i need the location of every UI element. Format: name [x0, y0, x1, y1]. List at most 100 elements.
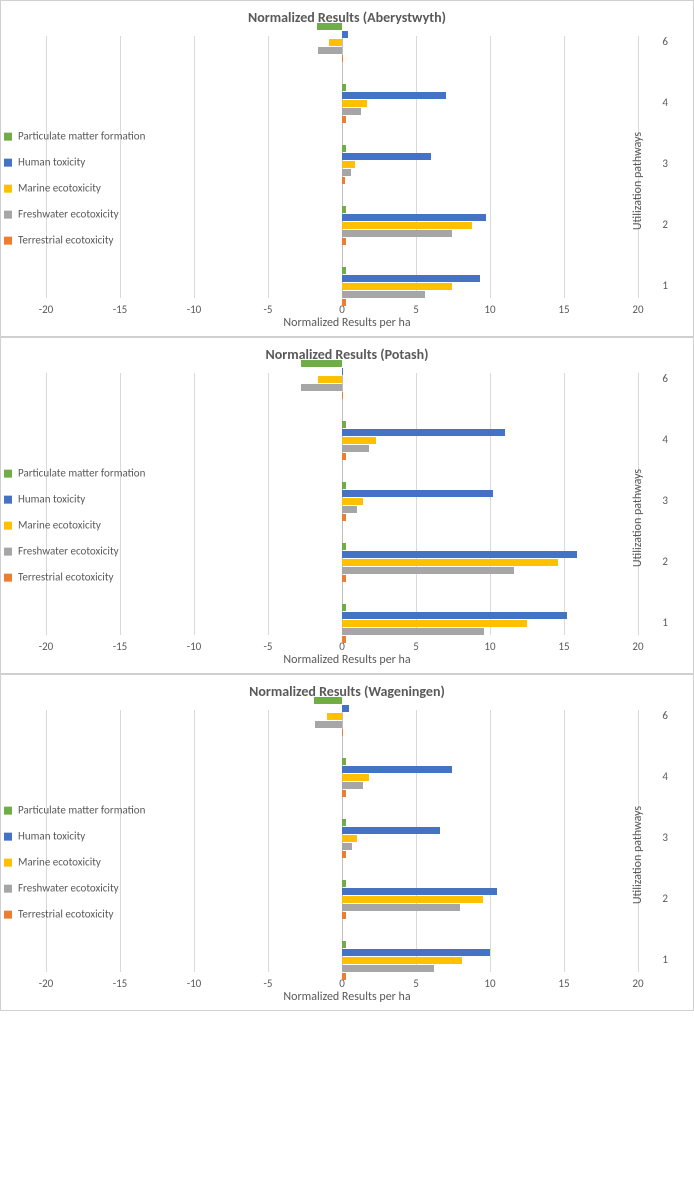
legend: Particulate matter formationHuman toxici… [4, 791, 145, 934]
bar-ht [342, 490, 493, 497]
legend-swatch [4, 495, 12, 503]
x-axis-label: Normalized Results per ha [283, 653, 410, 667]
bar-pm [342, 758, 346, 765]
legend-swatch [4, 469, 12, 477]
bar-fe [342, 230, 452, 237]
x-tick-label: -15 [113, 303, 128, 316]
y-axis-label: Utilization pathways [631, 132, 645, 230]
x-tick-label: -15 [113, 640, 128, 653]
bar-pm [342, 941, 346, 948]
bar-te [342, 299, 346, 306]
pathway-label: 2 [662, 555, 668, 568]
bar-pm [342, 482, 346, 489]
bar-fe [342, 904, 460, 911]
x-tick-label: 20 [632, 303, 643, 316]
legend-label: Human toxicity [18, 830, 85, 843]
gridline [268, 36, 269, 298]
gridline [564, 36, 565, 298]
bar-fe [342, 782, 363, 789]
chart-title: Normalized Results (Wageningen) [1, 675, 693, 700]
legend-swatch [4, 132, 12, 140]
bar-fe [342, 506, 357, 513]
legend-swatch [4, 806, 12, 814]
legend-swatch [4, 884, 12, 892]
bar-me [342, 222, 472, 229]
bar-fe [342, 169, 351, 176]
bar-te [342, 177, 345, 184]
bar-te [342, 575, 346, 582]
bar-ht [342, 429, 505, 436]
legend-item: Particulate matter formation [4, 467, 145, 480]
pathway-label: 1 [662, 953, 668, 966]
legend-item: Human toxicity [4, 830, 145, 843]
y-axis-label: Utilization pathways [631, 806, 645, 904]
bar-fe [318, 47, 342, 54]
bar-fe [342, 628, 484, 635]
legend-swatch [4, 832, 12, 840]
bar-pm [342, 543, 346, 550]
chart-title: Normalized Results (Aberystwyth) [1, 1, 693, 26]
bar-fe [342, 843, 352, 850]
legend-swatch [4, 858, 12, 866]
pathway-label: 4 [662, 770, 668, 783]
bar-te [342, 55, 343, 62]
legend-label: Marine ecotoxicity [18, 182, 101, 195]
x-tick-label: 15 [558, 977, 569, 990]
bar-fe [342, 108, 361, 115]
gridline [416, 36, 417, 298]
x-tick-label: 10 [484, 640, 495, 653]
pathway-label: 2 [662, 218, 668, 231]
bar-te [342, 729, 343, 736]
bar-me [318, 376, 342, 383]
bar-ht [342, 92, 446, 99]
bar-te [342, 392, 343, 399]
x-tick-label: 5 [413, 977, 419, 990]
bar-ht [342, 612, 567, 619]
gridline [490, 373, 491, 635]
gridline [194, 710, 195, 972]
legend-item: Terrestrial ecotoxicity [4, 571, 145, 584]
bar-pm [342, 145, 346, 152]
legend-item: Marine ecotoxicity [4, 182, 145, 195]
bar-ht [342, 705, 349, 712]
pathway-label: 3 [662, 157, 668, 170]
gridline [194, 373, 195, 635]
legend-swatch [4, 236, 12, 244]
bar-ht [342, 949, 490, 956]
bar-me [342, 283, 452, 290]
bar-me [329, 39, 342, 46]
x-tick-label: 10 [484, 303, 495, 316]
legend-label: Freshwater ecotoxicity [18, 545, 119, 558]
x-tick-label: -20 [39, 303, 54, 316]
bar-me [342, 774, 369, 781]
bar-pm [314, 697, 342, 704]
gridline [416, 373, 417, 635]
bar-fe [342, 445, 369, 452]
legend: Particulate matter formationHuman toxici… [4, 454, 145, 597]
legend-label: Particulate matter formation [18, 467, 145, 480]
gridline [268, 710, 269, 972]
bar-pm [342, 880, 346, 887]
plot-area: -20-15-10-50510152012346Normalized Resul… [1, 363, 693, 673]
legend-swatch [4, 210, 12, 218]
bar-me [342, 161, 355, 168]
bar-ht [342, 153, 431, 160]
bar-me [342, 620, 527, 627]
legend-label: Particulate matter formation [18, 130, 145, 143]
gridline [564, 373, 565, 635]
pathway-label: 6 [662, 709, 668, 722]
bar-pm [342, 267, 346, 274]
bar-me [342, 100, 367, 107]
bar-pm [342, 604, 346, 611]
x-tick-label: 5 [413, 640, 419, 653]
legend-item: Marine ecotoxicity [4, 519, 145, 532]
bar-me [342, 437, 376, 444]
pathway-label: 2 [662, 892, 668, 905]
gridline [194, 36, 195, 298]
bar-me [342, 559, 558, 566]
gridline [416, 710, 417, 972]
x-tick-label: -5 [264, 303, 273, 316]
bar-ht [342, 275, 480, 282]
legend-item: Terrestrial ecotoxicity [4, 908, 145, 921]
x-tick-label: 15 [558, 640, 569, 653]
